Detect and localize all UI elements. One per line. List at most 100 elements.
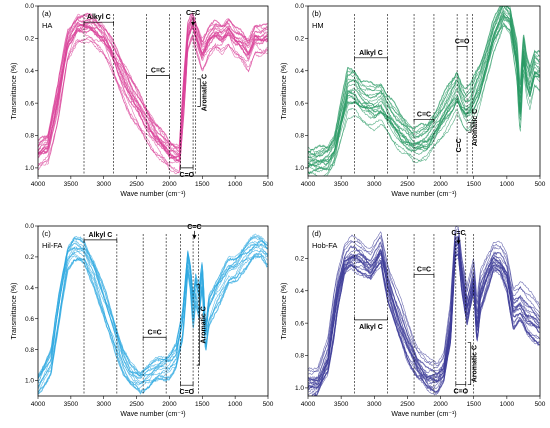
x-tick-label: 3500 bbox=[334, 181, 349, 188]
annotation-bracket bbox=[196, 284, 201, 366]
spectrum-curve bbox=[38, 240, 268, 379]
annotation-label: Alkyl C bbox=[359, 50, 383, 57]
spectrum-curve bbox=[38, 242, 268, 384]
x-axis-title: Wave number (cm⁻¹) bbox=[391, 411, 456, 418]
annotation: C=C bbox=[413, 267, 435, 278]
annotation-bracket bbox=[142, 336, 167, 341]
x-tick-label: 4000 bbox=[31, 401, 46, 408]
annotation-bracket bbox=[180, 164, 194, 169]
spectrum-curve bbox=[38, 239, 268, 380]
annotation-bracket bbox=[146, 75, 170, 79]
y-tick-label: 0.6 bbox=[295, 320, 304, 327]
spectrum-curve bbox=[308, 242, 540, 386]
x-tick-label: 500 bbox=[263, 181, 274, 188]
annotation: C=C bbox=[456, 138, 463, 152]
y-tick-label: 0.6 bbox=[295, 100, 304, 107]
panel-d: 4000 3500 3000 2500 2000 1500 1000 500 0.2 0.4 0.6… bbox=[281, 225, 546, 418]
y-tick-label: 0.8 bbox=[25, 133, 34, 140]
annotation: Alkyl C bbox=[83, 14, 114, 26]
annotation: C=C bbox=[187, 224, 202, 240]
spectrum-curve bbox=[308, 11, 540, 165]
spectrum-curve bbox=[308, 7, 540, 163]
annotation: C=O bbox=[180, 382, 195, 396]
annotation-bracket bbox=[197, 78, 201, 107]
spectra-b bbox=[308, 6, 540, 176]
spectrum-curve bbox=[308, 235, 540, 381]
x-tick-label: 2500 bbox=[400, 401, 415, 408]
panel-a: 4000 3500 3000 2500 2000 1500 1000 500 0.0 0.2 0.4… bbox=[11, 3, 274, 198]
x-tick-label: 3500 bbox=[64, 401, 79, 408]
spectrum-curve bbox=[38, 25, 268, 162]
x-tick-label: 1500 bbox=[466, 181, 481, 188]
y-tick-label: 0.4 bbox=[25, 285, 34, 292]
x-tick-label: 1500 bbox=[466, 401, 481, 408]
spectrum-curve bbox=[308, 251, 540, 396]
annotation-label: Aromatic C bbox=[201, 74, 208, 111]
annotation-bracket bbox=[354, 316, 388, 321]
spectrum-curve bbox=[38, 11, 268, 149]
annotation: C=C bbox=[451, 230, 466, 245]
annotation-bracket bbox=[456, 46, 468, 50]
x-tick-label: 1000 bbox=[228, 181, 243, 188]
y-tick-label: 0.4 bbox=[295, 68, 304, 75]
annotation-bracket bbox=[413, 118, 435, 123]
spectrum-curve bbox=[308, 13, 540, 168]
annotation-bracket bbox=[468, 122, 472, 133]
spectrum-curve bbox=[308, 6, 540, 158]
spectrum-curve bbox=[38, 233, 268, 375]
x-axis-title: Wave number (cm⁻¹) bbox=[391, 191, 456, 198]
spectrum-curve bbox=[308, 12, 540, 167]
annotation-label: Aromatic C bbox=[201, 306, 208, 343]
x-tick-label: 3000 bbox=[367, 181, 382, 188]
x-tick-label: 2000 bbox=[433, 181, 448, 188]
x-tick-label: 2500 bbox=[129, 181, 144, 188]
y-axis-title: Transmittance (%) bbox=[281, 63, 288, 120]
panel-b: 4000 3500 3000 2500 2000 1500 1000 500 0.0 0.2 0.4… bbox=[281, 3, 546, 198]
sample-label: HM bbox=[312, 21, 324, 30]
spectrum-curve bbox=[314, 256, 540, 396]
arrow-head bbox=[456, 240, 461, 245]
annotation-bracket bbox=[413, 274, 435, 278]
annotation-label: Alkyl C bbox=[89, 232, 113, 239]
annotation-label: C=O bbox=[453, 389, 468, 396]
spectrum-curve bbox=[38, 252, 268, 392]
annotation: C=O bbox=[455, 38, 470, 50]
annotation: C=C bbox=[413, 111, 435, 123]
spectrum-curve bbox=[308, 226, 540, 370]
plot-frame bbox=[37, 225, 269, 397]
x-tick-label: 3000 bbox=[367, 401, 382, 408]
spectrum-curve bbox=[308, 250, 540, 396]
y-tick-label: 0.8 bbox=[295, 133, 304, 140]
spectrum-curve bbox=[38, 25, 268, 162]
y-tick-label: 0.2 bbox=[295, 36, 304, 43]
annotation-bracket bbox=[83, 239, 118, 243]
spectrum-curve bbox=[38, 35, 268, 174]
panel-label: (c) bbox=[42, 229, 51, 238]
spectra-a bbox=[38, 11, 268, 175]
x-tick-label: 500 bbox=[263, 401, 274, 408]
annotation: Aromatic C bbox=[197, 74, 208, 111]
x-tick-label: 1500 bbox=[195, 401, 210, 408]
y-tick-label: 0.6 bbox=[25, 316, 34, 323]
plot-frame bbox=[307, 225, 541, 397]
spectrum-curve bbox=[38, 24, 268, 162]
x-tick-label: 2500 bbox=[400, 181, 415, 188]
x-tick-label: 1000 bbox=[228, 401, 243, 408]
annotation: C=C bbox=[142, 329, 167, 341]
annotation-label: C=C bbox=[187, 224, 201, 231]
annotation-label: Aromatic C bbox=[472, 109, 479, 146]
y-tick-label: 0.2 bbox=[295, 256, 304, 263]
annotation-label: C=O bbox=[455, 38, 470, 45]
annotation-label: C=C bbox=[148, 329, 162, 336]
annotation-label: Aromatic C bbox=[472, 345, 479, 382]
annotation: C=C bbox=[186, 10, 200, 26]
spectrum-curve bbox=[308, 6, 540, 153]
x-tick-label: 2000 bbox=[433, 401, 448, 408]
spectrum-curve bbox=[38, 21, 268, 156]
spectrum-curve bbox=[38, 21, 268, 155]
annotation-label: Alkyl C bbox=[87, 14, 111, 21]
panel-label: (a) bbox=[42, 9, 52, 18]
annotation-label: C=O bbox=[180, 389, 195, 396]
y-tick-label: 0.8 bbox=[295, 353, 304, 360]
annotation-label: C=C bbox=[417, 111, 431, 118]
